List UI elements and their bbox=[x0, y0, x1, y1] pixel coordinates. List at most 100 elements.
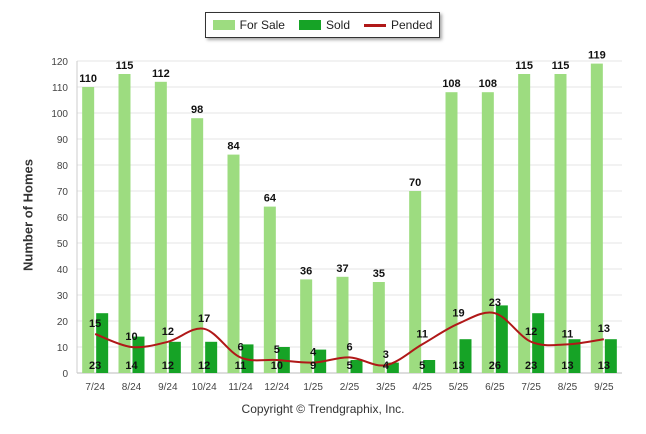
y-tick-label: 70 bbox=[57, 187, 69, 198]
y-tick-label: 0 bbox=[62, 369, 68, 380]
data-labels: 1102311514112129812841164103693753547051… bbox=[79, 50, 610, 372]
label-pended: 23 bbox=[489, 297, 501, 309]
y-tick-label: 20 bbox=[57, 317, 69, 328]
x-tick-label: 3/25 bbox=[376, 382, 396, 393]
label-for-sale: 98 bbox=[191, 104, 203, 116]
bar-for-sale bbox=[518, 74, 531, 373]
bar-sold bbox=[205, 341, 218, 373]
bar-for-sale bbox=[227, 154, 240, 373]
x-tick-label: 10/24 bbox=[192, 382, 217, 393]
bar-for-sale bbox=[118, 74, 131, 373]
bar-sold bbox=[96, 313, 109, 373]
bar-for-sale bbox=[82, 87, 95, 373]
grid-lines bbox=[76, 60, 622, 374]
legend-swatch-pended bbox=[364, 23, 386, 27]
series-pended bbox=[94, 311, 604, 367]
series-sold bbox=[96, 305, 617, 373]
pended-line bbox=[94, 311, 604, 367]
label-pended: 12 bbox=[525, 326, 537, 338]
y-tick-label: 100 bbox=[51, 109, 68, 120]
x-tick-label: 7/24 bbox=[85, 382, 105, 393]
y-tick-label: 90 bbox=[57, 135, 69, 146]
label-sold: 23 bbox=[525, 360, 537, 372]
label-sold: 13 bbox=[598, 360, 610, 372]
y-axis-title: Number of Homes bbox=[20, 159, 36, 271]
label-pended: 3 bbox=[383, 349, 389, 361]
label-pended: 6 bbox=[237, 341, 243, 353]
bar-sold bbox=[168, 341, 181, 373]
y-axis-ticks: 0 10 20 30 40 50 60 70 80 90 100 110 120 bbox=[51, 57, 68, 380]
y-tick-label: 30 bbox=[57, 291, 69, 302]
label-for-sale: 37 bbox=[336, 263, 348, 275]
label-sold: 26 bbox=[489, 360, 501, 372]
bar-for-sale bbox=[445, 92, 458, 373]
label-for-sale: 115 bbox=[515, 60, 533, 72]
legend-item-sold[interactable]: Sold bbox=[298, 18, 350, 32]
label-for-sale: 64 bbox=[264, 193, 277, 205]
x-tick-label: 1/25 bbox=[303, 382, 323, 393]
label-pended: 12 bbox=[162, 326, 174, 338]
bar-for-sale bbox=[263, 206, 276, 373]
y-tick-label: 40 bbox=[57, 265, 69, 276]
x-tick-label: 4/25 bbox=[412, 382, 432, 393]
label-pended: 6 bbox=[346, 341, 352, 353]
label-for-sale: 119 bbox=[588, 50, 606, 62]
label-pended: 11 bbox=[562, 328, 574, 340]
y-tick-label: 80 bbox=[57, 161, 69, 172]
legend-item-pended[interactable]: Pended bbox=[364, 18, 432, 32]
label-for-sale: 115 bbox=[116, 60, 134, 72]
label-for-sale: 110 bbox=[79, 73, 97, 85]
label-sold: 4 bbox=[383, 360, 390, 372]
bar-sold bbox=[495, 305, 508, 373]
x-tick-label: 9/24 bbox=[158, 382, 178, 393]
label-for-sale: 112 bbox=[152, 68, 170, 80]
label-for-sale: 35 bbox=[373, 268, 385, 280]
x-tick-label: 8/25 bbox=[558, 382, 578, 393]
bar-sold bbox=[386, 362, 399, 373]
bar-sold bbox=[459, 339, 472, 373]
label-pended: 17 bbox=[198, 313, 210, 325]
label-pended: 10 bbox=[125, 331, 137, 343]
label-sold: 10 bbox=[271, 360, 283, 372]
legend-label-for-sale: For Sale bbox=[239, 18, 285, 32]
label-for-sale: 70 bbox=[409, 177, 421, 189]
label-for-sale: 108 bbox=[479, 78, 497, 90]
x-tick-label: 5/25 bbox=[449, 382, 469, 393]
x-tick-label: 9/25 bbox=[594, 382, 614, 393]
legend-swatch-sold bbox=[298, 20, 321, 30]
y-tick-label: 60 bbox=[57, 213, 69, 224]
y-tick-label: 10 bbox=[57, 343, 69, 354]
bar-for-sale bbox=[409, 191, 422, 373]
x-tick-label: 6/25 bbox=[485, 382, 505, 393]
label-pended: 19 bbox=[452, 308, 464, 320]
legend[interactable]: For Sale Sold Pended bbox=[205, 12, 440, 38]
bar-sold bbox=[350, 360, 363, 373]
x-axis-ticks: 7/24 8/24 9/24 10/24 11/24 12/24 1/25 2/25 3/25 4… bbox=[85, 382, 614, 393]
label-for-sale: 84 bbox=[227, 141, 240, 153]
bar-sold bbox=[604, 339, 617, 373]
label-pended: 15 bbox=[89, 318, 101, 330]
label-pended: 5 bbox=[274, 344, 280, 356]
label-pended: 4 bbox=[310, 347, 317, 359]
bar-for-sale bbox=[590, 63, 603, 373]
bar-for-sale bbox=[191, 118, 204, 373]
label-sold: 12 bbox=[198, 360, 210, 372]
label-sold: 14 bbox=[125, 360, 138, 372]
bar-for-sale bbox=[336, 276, 349, 373]
label-for-sale: 115 bbox=[552, 60, 570, 72]
label-sold: 23 bbox=[89, 360, 101, 372]
y-tick-label: 50 bbox=[57, 239, 69, 250]
y-tick-label: 120 bbox=[51, 57, 68, 68]
legend-item-for-sale[interactable]: For Sale bbox=[212, 18, 285, 32]
x-tick-label: 2/25 bbox=[340, 382, 360, 393]
label-pended: 13 bbox=[598, 323, 610, 335]
bar-for-sale bbox=[481, 92, 494, 373]
x-tick-label: 12/24 bbox=[264, 382, 289, 393]
x-tick-label: 11/24 bbox=[228, 382, 253, 393]
bar-sold bbox=[568, 339, 581, 373]
bar-sold bbox=[423, 360, 436, 373]
legend-label-sold: Sold bbox=[325, 18, 350, 32]
copyright-text: Copyright © Trendgraphix, Inc. bbox=[241, 402, 405, 416]
label-sold: 5 bbox=[419, 360, 425, 372]
